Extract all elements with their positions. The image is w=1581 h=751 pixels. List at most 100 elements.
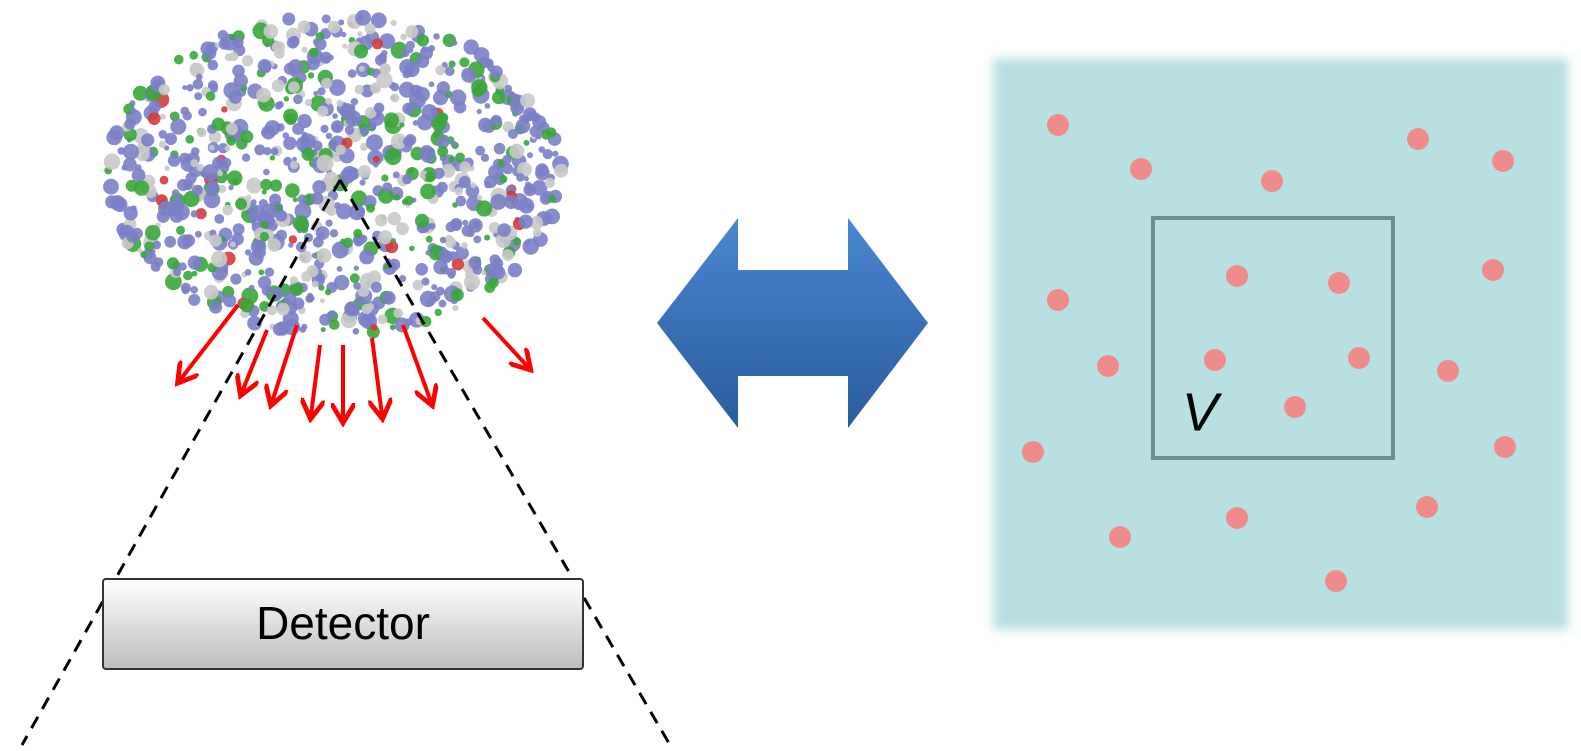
particle xyxy=(322,14,331,23)
particle xyxy=(416,86,423,93)
particle xyxy=(378,230,392,244)
particle xyxy=(462,220,468,226)
particle xyxy=(230,274,241,285)
particle xyxy=(321,327,326,332)
particle xyxy=(372,38,383,49)
particle xyxy=(290,283,303,296)
particle xyxy=(552,151,558,157)
particle xyxy=(484,175,497,188)
particle xyxy=(473,236,481,244)
particle xyxy=(302,148,315,161)
particle xyxy=(341,32,346,37)
particle xyxy=(1328,272,1350,294)
particle xyxy=(535,163,548,176)
particle xyxy=(193,79,204,90)
particle xyxy=(277,303,290,316)
particle xyxy=(293,197,298,202)
particle xyxy=(311,192,324,205)
particle xyxy=(317,155,334,172)
particle xyxy=(340,103,356,119)
detector-label: Detector xyxy=(256,597,430,649)
particle xyxy=(459,57,469,67)
particle xyxy=(446,235,453,242)
particle xyxy=(417,34,429,46)
particle xyxy=(253,246,266,259)
diagram: Detector V xyxy=(0,0,1581,751)
particle xyxy=(308,72,314,78)
particle xyxy=(336,145,346,155)
particle xyxy=(490,254,501,265)
particle xyxy=(462,225,474,237)
particle xyxy=(1261,170,1283,192)
particle xyxy=(342,44,347,49)
particle xyxy=(209,234,222,247)
particle xyxy=(524,140,530,146)
particle xyxy=(359,66,365,72)
particle xyxy=(516,173,525,182)
particle xyxy=(284,96,289,101)
particle xyxy=(285,113,297,125)
particle xyxy=(476,200,492,216)
particle xyxy=(450,141,456,147)
particle xyxy=(461,242,468,249)
particle xyxy=(359,208,365,214)
particle xyxy=(334,202,341,209)
particle xyxy=(381,175,388,182)
particle xyxy=(382,291,396,305)
particle xyxy=(484,58,494,68)
particle xyxy=(226,136,236,146)
particle xyxy=(225,145,231,151)
particle xyxy=(355,85,364,94)
particle xyxy=(305,99,312,106)
particle xyxy=(338,19,344,25)
particle xyxy=(497,223,511,237)
particle xyxy=(271,148,279,156)
particle xyxy=(332,123,341,132)
particle xyxy=(307,294,315,302)
particle xyxy=(168,199,183,214)
particle xyxy=(366,204,375,213)
particle xyxy=(1325,570,1347,592)
particle xyxy=(484,235,490,241)
particle xyxy=(270,155,275,160)
particle xyxy=(357,31,362,36)
particle xyxy=(263,169,270,176)
particle xyxy=(1097,355,1119,377)
particle xyxy=(168,154,180,166)
particle xyxy=(399,122,404,127)
particle xyxy=(431,284,437,290)
particle xyxy=(282,13,295,26)
particle xyxy=(140,251,147,258)
particle xyxy=(325,98,332,105)
particle xyxy=(393,171,400,178)
particle xyxy=(390,94,399,103)
particle xyxy=(240,130,253,143)
particle xyxy=(209,301,222,314)
particle xyxy=(469,257,482,270)
particle xyxy=(240,298,254,312)
particle xyxy=(374,103,385,114)
particle xyxy=(399,59,415,75)
particle xyxy=(448,251,458,261)
particle xyxy=(242,154,250,162)
particle xyxy=(273,323,286,336)
particle xyxy=(298,20,311,33)
particle xyxy=(217,170,223,176)
particle xyxy=(429,223,436,230)
particle xyxy=(229,52,239,62)
particle xyxy=(431,107,437,113)
particle xyxy=(380,64,389,73)
particle xyxy=(325,289,332,296)
particle xyxy=(289,36,300,47)
particle xyxy=(417,115,433,131)
particle xyxy=(354,44,368,58)
particle xyxy=(490,194,506,210)
particle xyxy=(317,106,328,117)
particle xyxy=(188,294,200,306)
particle xyxy=(285,183,300,198)
particle xyxy=(185,135,194,144)
particle xyxy=(134,180,149,195)
particle xyxy=(320,298,325,303)
particle xyxy=(260,179,272,191)
particle xyxy=(541,129,552,140)
